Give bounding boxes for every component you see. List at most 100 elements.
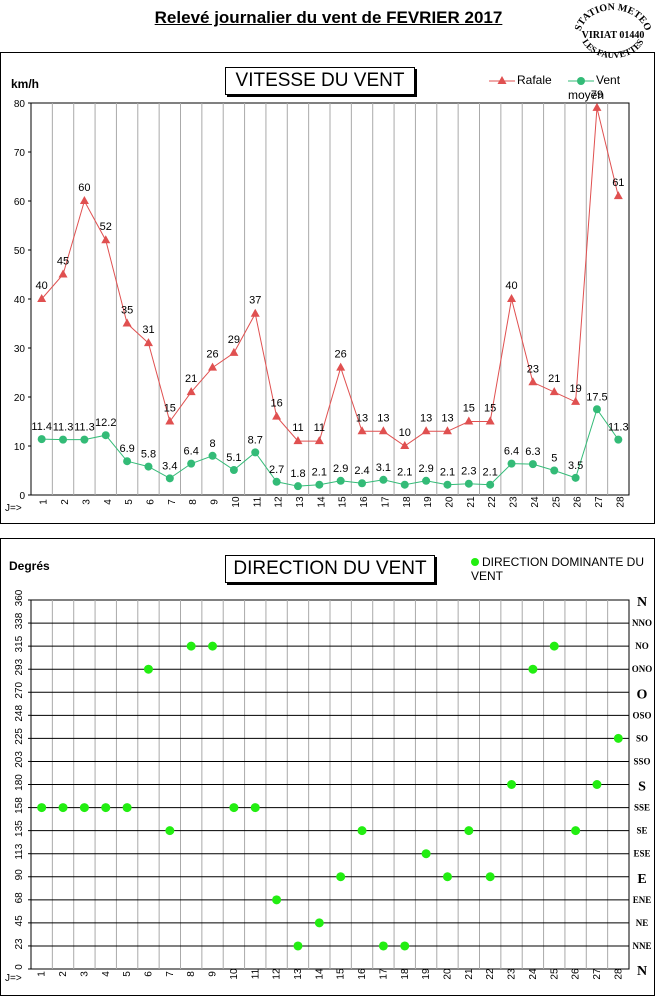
- avg-point: [144, 462, 153, 471]
- avg-point: [293, 482, 302, 491]
- direction-point: [336, 872, 346, 882]
- x-tick-label: 26: [571, 968, 582, 980]
- x-tick-label: 18: [400, 968, 411, 980]
- y-tick-label: 45: [14, 915, 25, 927]
- avg-data-label: 2.3: [461, 466, 476, 478]
- avg-data-label: 5.1: [226, 452, 241, 464]
- x-tick-label: 9: [208, 971, 219, 977]
- x-tick-label: 5: [124, 499, 135, 505]
- x-tick-label: 14: [316, 496, 327, 508]
- x-axis-prefix: J=>: [5, 973, 22, 984]
- gust-point: [336, 362, 346, 371]
- gust-data-label: 10: [399, 427, 411, 439]
- avg-data-label: 8.7: [248, 434, 263, 446]
- gust-data-label: 21: [185, 373, 197, 385]
- avg-point: [229, 466, 238, 475]
- direction-point: [442, 872, 452, 882]
- direction-point: [37, 803, 47, 813]
- gust-data-label: 26: [335, 349, 347, 361]
- x-tick-label: 20: [442, 968, 453, 980]
- direction-point: [421, 849, 431, 859]
- x-tick-label: 1: [39, 499, 50, 505]
- direction-point: [293, 941, 303, 951]
- x-tick-label: 20: [444, 496, 455, 508]
- gust-point: [58, 269, 68, 278]
- gust-point: [378, 426, 388, 435]
- gust-data-label: 13: [356, 412, 368, 424]
- x-tick-label: 18: [402, 496, 413, 508]
- avg-data-label: 11.3: [608, 422, 629, 434]
- direction-point: [592, 780, 602, 789]
- gust-series-line: [41, 107, 619, 447]
- direction-point: [314, 918, 324, 928]
- x-tick-label: 17: [378, 968, 389, 980]
- x-tick-label: 10: [231, 496, 242, 508]
- compass-label: E: [637, 872, 646, 887]
- compass-label: NO: [635, 641, 649, 651]
- x-tick-label: 24: [528, 968, 539, 980]
- direction-point: [485, 872, 495, 882]
- gust-point: [357, 426, 367, 435]
- x-tick-label: 27: [594, 496, 605, 508]
- avg-data-label: 3.5: [568, 460, 583, 472]
- gust-data-label: 61: [612, 177, 624, 189]
- y-tick-label: 360: [14, 589, 25, 606]
- compass-label: O: [637, 687, 648, 702]
- x-tick-label: 22: [485, 968, 496, 980]
- compass-label: ONO: [632, 664, 653, 674]
- gust-point: [186, 387, 196, 396]
- legend-gust-label: Rafale: [517, 73, 552, 87]
- direction-point: [464, 826, 474, 836]
- compass-label: N: [637, 595, 647, 610]
- avg-data-label: 2.1: [440, 467, 455, 479]
- avg-data-label: 1.8: [290, 468, 305, 480]
- gust-point: [485, 416, 495, 425]
- gust-data-label: 16: [270, 398, 282, 410]
- x-tick-label: 23: [507, 968, 518, 980]
- gust-point: [507, 294, 517, 302]
- avg-data-label: 11.3: [53, 422, 74, 434]
- avg-series-line: [41, 408, 619, 487]
- legend-gust: Rafale: [489, 73, 552, 88]
- gust-point: [613, 191, 623, 200]
- gust-point: [549, 387, 559, 396]
- x-tick-label: 25: [549, 968, 560, 980]
- gust-data-label: 52: [100, 221, 112, 233]
- x-axis-prefix: J=>: [5, 503, 22, 514]
- avg-point: [59, 435, 68, 444]
- y-tick-label: 248: [14, 705, 25, 722]
- x-tick-label: 27: [592, 968, 603, 980]
- gust-point: [143, 338, 153, 347]
- avg-point: [422, 476, 431, 485]
- direction-point: [400, 941, 410, 951]
- y-tick-label: 225: [14, 728, 25, 745]
- avg-point: [400, 480, 409, 489]
- y-tick-label: 180: [14, 774, 25, 791]
- gust-point: [400, 441, 410, 449]
- y-tick-label: 135: [14, 820, 25, 837]
- x-tick-label: 2: [60, 499, 71, 505]
- direction-point: [378, 941, 388, 951]
- x-tick-label: 9: [210, 499, 221, 505]
- y-tick-label: 23: [14, 938, 25, 950]
- compass-label: SSO: [633, 756, 650, 766]
- gust-point: [528, 377, 538, 386]
- avg-data-label: 2.1: [483, 467, 498, 479]
- direction-point: [143, 664, 153, 674]
- avg-point: [528, 460, 537, 469]
- gust-legend-icon: [489, 75, 515, 84]
- direction-point: [613, 733, 623, 743]
- avg-data-label: 5: [551, 453, 557, 465]
- x-tick-label: 6: [143, 971, 154, 977]
- x-tick-label: 26: [573, 496, 584, 508]
- gust-data-label: 23: [527, 363, 539, 375]
- gust-point: [165, 416, 175, 425]
- gust-point: [571, 396, 581, 405]
- gust-point: [229, 347, 239, 356]
- avg-data-label: 2.9: [418, 463, 433, 475]
- direction-point: [165, 826, 175, 836]
- compass-label: NE: [636, 918, 649, 928]
- x-tick-label: 16: [357, 968, 368, 980]
- x-tick-label: 4: [103, 499, 114, 505]
